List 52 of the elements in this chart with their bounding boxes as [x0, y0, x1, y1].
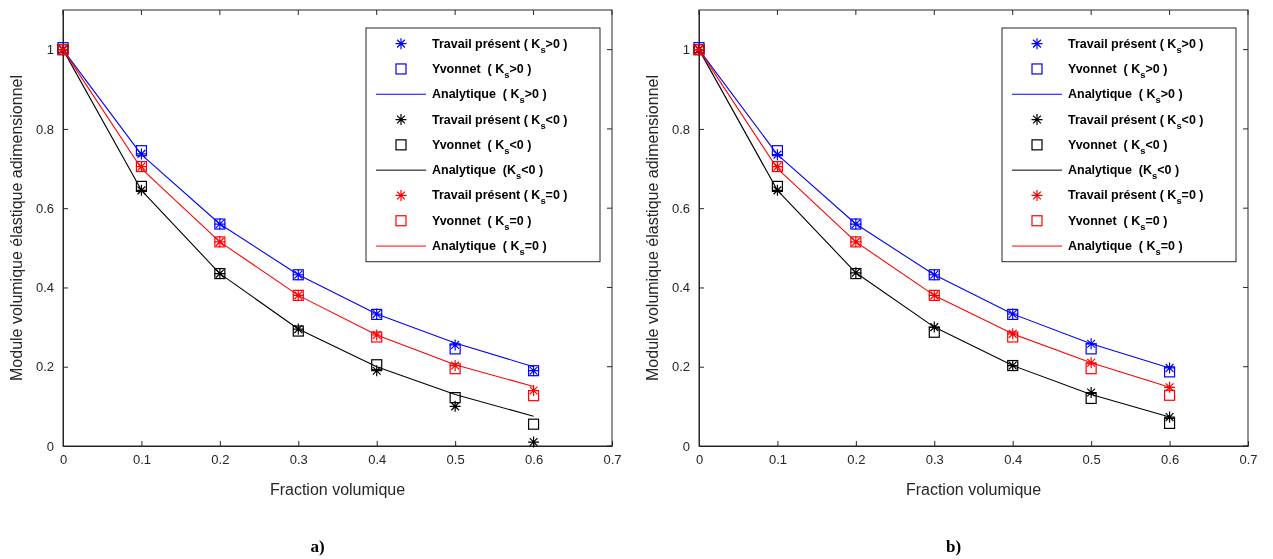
x-tick-label: 0.4 [1004, 452, 1023, 468]
legend-label: Travail présent ( K$_{s}$=0 ) [432, 188, 568, 207]
legend-label: Travail présent ( K$_{s}$=0 ) [1068, 188, 1204, 207]
y-tick-label: 0.2 [671, 359, 690, 375]
x-tick-label: 0.1 [768, 452, 787, 468]
legend-label: Yvonnet ( K$_{s}$<0 ) [432, 137, 532, 156]
x-tick-label: 0.7 [1239, 452, 1258, 468]
legend-label: Travail présent ( K$_{s}$>0 ) [432, 36, 568, 55]
y-tick-label: 0 [682, 438, 690, 454]
legend-label: Travail présent ( K$_{s}$>0 ) [1068, 36, 1204, 55]
legend-label: Analytique ( K$_{s}$=0 ) [1068, 239, 1183, 258]
y-tick-label: 0 [46, 438, 54, 454]
legend-label: Yvonnet ( K$_{s}$>0 ) [432, 61, 532, 80]
legend-label: Yvonnet ( K$_{s}$<0 ) [1068, 137, 1168, 156]
x-tick-label: 0.5 [446, 452, 465, 468]
x-tick-label: 0.7 [603, 452, 622, 468]
y-axis-title: Module volumique élastique adimensionnel [8, 75, 25, 381]
x-tick-label: 0.1 [132, 452, 151, 468]
legend-label: Yvonnet ( K$_{s}$=0 ) [1068, 213, 1168, 232]
y-tick-label: 1 [46, 42, 54, 58]
x-axis-title: Fraction volumique [269, 481, 406, 498]
legend-label: Analytique (K$_{s}$<0 ) [432, 163, 544, 182]
x-tick-label: 0.2 [211, 452, 230, 468]
y-tick-label: 0.6 [35, 200, 54, 216]
x-tick-label: 0.6 [525, 452, 544, 468]
x-tick-label: 0.3 [289, 452, 308, 468]
x-tick-label: 0 [59, 452, 68, 468]
x-axis-title: Fraction volumique [905, 481, 1042, 498]
y-axis-title: Module volumique élastique adimensionnel [644, 75, 661, 381]
x-tick-label: 0.3 [925, 452, 944, 468]
legend-label: Yvonnet ( K$_{s}$=0 ) [432, 213, 532, 232]
x-tick-label: 0.6 [1161, 452, 1180, 468]
y-tick-label: 0.8 [35, 121, 54, 137]
text: b) [945, 537, 962, 556]
x-tick-label: 0.2 [847, 452, 866, 468]
x-tick-label: 0.5 [1082, 452, 1101, 468]
legend-label: Travail présent ( K$_{s}$<0 ) [432, 112, 568, 131]
y-tick-label: 0.4 [35, 280, 54, 296]
x-tick-label: 0.4 [368, 452, 387, 468]
y-tick-label: 0.6 [671, 200, 690, 216]
y-tick-label: 1 [682, 42, 690, 58]
y-tick-label: 0.8 [671, 121, 690, 137]
legend-label: Analytique ( K$_{s}$>0 ) [1068, 87, 1183, 106]
legend-label: Yvonnet ( K$_{s}$>0 ) [1068, 61, 1168, 80]
text: a) [310, 537, 325, 556]
x-tick-label: 0 [695, 452, 704, 468]
legend-label: Travail présent ( K$_{s}$<0 ) [1068, 112, 1204, 131]
y-tick-label: 0.4 [671, 280, 690, 296]
legend-label: Analytique ( K$_{s}$>0 ) [432, 87, 547, 106]
y-tick-label: 0.2 [35, 359, 54, 375]
legend-label: Analytique (K$_{s}$<0 ) [1068, 163, 1180, 182]
legend-label: Analytique ( K$_{s}$=0 ) [432, 239, 547, 258]
